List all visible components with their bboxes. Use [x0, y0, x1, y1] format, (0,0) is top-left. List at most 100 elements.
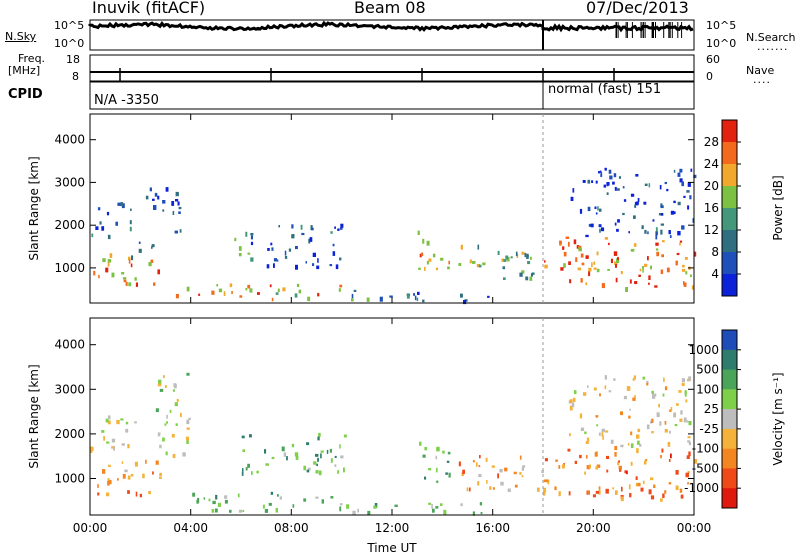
scatter-cell: [406, 294, 410, 299]
scatter-cell: [681, 378, 685, 383]
scatter-cell: [614, 452, 617, 457]
scatter-cell: [224, 499, 228, 504]
scatter-cell: [616, 258, 620, 263]
scatter-cell: [159, 444, 162, 449]
scatter-cell: [570, 196, 574, 201]
scatter-cell: [212, 500, 216, 505]
scatter-cell: [651, 418, 654, 423]
scatter-cell: [613, 378, 616, 381]
scatter-cell: [286, 456, 288, 461]
scatter-cell: [422, 238, 425, 244]
scatter-cell: [139, 493, 142, 498]
scatter-cell: [179, 229, 182, 233]
scatter-cell: [164, 385, 167, 388]
scatter-cell: [151, 246, 153, 249]
scatter-cell: [111, 272, 115, 278]
scatter-cell: [672, 211, 676, 215]
scatter-cell: [172, 389, 175, 392]
scatter-cell: [627, 443, 630, 446]
scatter-cell: [307, 467, 311, 471]
scatter-cell: [435, 506, 439, 509]
scatter-cell: [107, 478, 110, 481]
scatter-cell: [660, 213, 664, 216]
scatter-cell: [308, 238, 311, 244]
scatter-cell: [614, 222, 617, 226]
scatter-cell: [251, 471, 253, 475]
scatter-cell: [273, 263, 275, 268]
scatter-cell: [241, 435, 245, 439]
scatter-cell: [596, 464, 601, 468]
scatter-cell: [584, 471, 586, 475]
scatter-cell: [171, 201, 175, 206]
scatter-cell: [339, 257, 342, 261]
scatter-cell: [138, 241, 141, 244]
scatter-cell: [613, 173, 617, 178]
scatter-cell: [655, 231, 658, 236]
scatter-cell: [329, 264, 333, 267]
scatter-cell: [466, 487, 469, 492]
nsearch-tick-low: 10^0: [706, 37, 737, 50]
scatter-cell: [666, 267, 670, 273]
y-tick-label: 3000: [54, 175, 85, 189]
scatter-cell: [264, 509, 269, 513]
scatter-cell: [688, 442, 691, 446]
scatter-cell: [165, 451, 168, 456]
scatter-cell: [238, 253, 242, 257]
scatter-cell: [107, 420, 111, 425]
scatter-cell: [107, 480, 110, 486]
station-title: Inuvik (fitACF): [92, 0, 206, 17]
scatter-cell: [543, 479, 547, 483]
y-tick-label: 2000: [54, 427, 85, 441]
scatter-cell: [417, 291, 420, 295]
scatter-cell: [688, 421, 692, 426]
scatter-cell: [654, 285, 658, 288]
scatter-cell: [598, 171, 601, 174]
scatter-cell: [610, 439, 614, 444]
scatter-cell: [680, 410, 683, 415]
scatter-cell: [267, 248, 270, 251]
scatter-cell: [651, 431, 654, 434]
scatter-cell: [580, 253, 584, 258]
scatter-cell: [428, 502, 432, 505]
scatter-cell: [250, 235, 253, 240]
scatter-cell: [585, 255, 589, 259]
x-tick-label: 04:00: [173, 521, 208, 535]
scatter-cell: [632, 378, 635, 381]
scatter-cell: [606, 455, 610, 459]
power-panel: 1000 2000 3000 4000 Slant Range [km]: [27, 113, 697, 305]
scatter-cell: [604, 385, 607, 390]
scatter-cell: [460, 244, 463, 250]
scatter-cell: [683, 195, 686, 198]
scatter-cell: [595, 415, 599, 418]
scatter-cell: [504, 467, 508, 472]
scatter-cell: [677, 201, 681, 206]
y-tick-label: 3000: [54, 382, 85, 396]
scatter-cell: [554, 486, 557, 491]
scatter-cell: [558, 465, 561, 469]
scatter-cell: [596, 424, 599, 427]
scatter-cell: [639, 443, 642, 447]
scatter-cell: [622, 186, 625, 189]
scatter-cell: [117, 478, 119, 481]
scatter-cell: [608, 390, 612, 393]
colorbar-tick-label: 28: [704, 135, 719, 149]
scatter-cell: [660, 455, 662, 459]
scatter-cell: [298, 289, 302, 294]
scatter-cell: [130, 208, 132, 211]
scatter-cell: [492, 487, 495, 490]
scatter-cell: [266, 264, 270, 269]
scatter-cell: [442, 450, 445, 454]
scatter-cell: [673, 169, 676, 173]
scatter-cell: [519, 272, 523, 277]
colorbar-label: Power [dB]: [771, 175, 785, 240]
scatter-cell: [315, 496, 319, 499]
scatter-cell: [175, 199, 179, 202]
scatter-cell: [332, 243, 335, 247]
scatter-cell: [605, 488, 609, 494]
scatter-cell: [446, 460, 450, 463]
scatter-cell: [158, 432, 161, 436]
scatter-cell: [579, 208, 583, 214]
scatter-cell: [337, 470, 340, 474]
scatter-cell: [353, 289, 357, 292]
scatter-cell: [469, 487, 471, 492]
